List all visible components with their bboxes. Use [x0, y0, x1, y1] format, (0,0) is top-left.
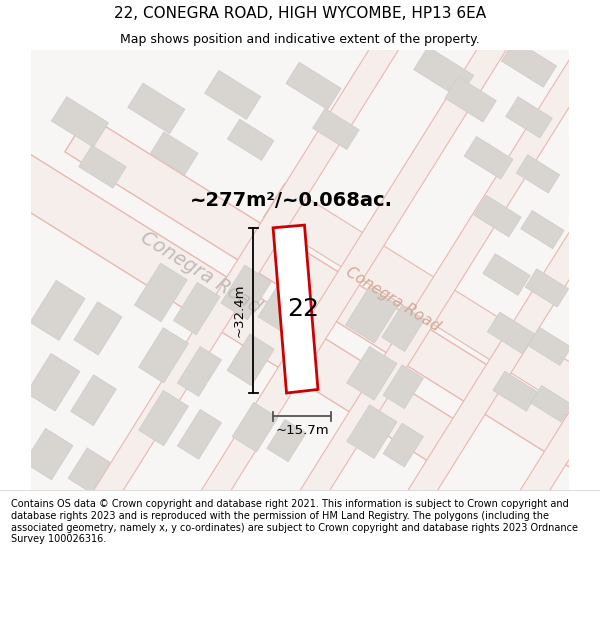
Text: Conegra Road: Conegra Road — [137, 228, 264, 318]
Polygon shape — [273, 225, 318, 393]
Polygon shape — [173, 282, 220, 335]
Polygon shape — [79, 146, 126, 188]
Polygon shape — [383, 423, 424, 467]
Text: Conegra Road: Conegra Road — [343, 264, 443, 334]
Polygon shape — [178, 346, 221, 396]
Polygon shape — [178, 409, 221, 459]
Polygon shape — [516, 155, 560, 193]
Polygon shape — [382, 305, 425, 351]
Text: ~32.4m: ~32.4m — [232, 284, 245, 337]
Polygon shape — [52, 97, 109, 147]
Text: 22, CONEGRA ROAD, HIGH WYCOMBE, HP13 6EA: 22, CONEGRA ROAD, HIGH WYCOMBE, HP13 6EA — [114, 6, 486, 21]
Polygon shape — [151, 132, 198, 174]
Polygon shape — [313, 108, 359, 149]
Polygon shape — [347, 346, 397, 400]
Text: 22: 22 — [287, 297, 319, 321]
Polygon shape — [24, 428, 73, 480]
Polygon shape — [506, 97, 552, 138]
Polygon shape — [263, 184, 600, 599]
Text: ~277m²/~0.068ac.: ~277m²/~0.068ac. — [190, 191, 392, 211]
Polygon shape — [65, 115, 600, 532]
Polygon shape — [251, 0, 600, 581]
Polygon shape — [45, 0, 447, 581]
Polygon shape — [205, 71, 261, 119]
Polygon shape — [413, 47, 473, 98]
Polygon shape — [445, 77, 496, 122]
Polygon shape — [346, 287, 398, 343]
Polygon shape — [71, 375, 116, 426]
Polygon shape — [221, 265, 271, 320]
Polygon shape — [128, 83, 185, 134]
Polygon shape — [521, 211, 564, 249]
Polygon shape — [359, 0, 600, 581]
Polygon shape — [464, 136, 513, 179]
Polygon shape — [493, 371, 538, 411]
Polygon shape — [575, 0, 600, 581]
Polygon shape — [139, 328, 188, 383]
Polygon shape — [26, 353, 80, 411]
Polygon shape — [474, 195, 521, 237]
Polygon shape — [139, 391, 188, 446]
Text: Map shows position and indicative extent of the property.: Map shows position and indicative extent… — [120, 34, 480, 46]
Text: Contains OS data © Crown copyright and database right 2021. This information is : Contains OS data © Crown copyright and d… — [11, 499, 578, 544]
Polygon shape — [68, 448, 110, 493]
Polygon shape — [0, 45, 465, 468]
Polygon shape — [30, 281, 85, 341]
Polygon shape — [528, 328, 571, 366]
Polygon shape — [531, 386, 572, 422]
Polygon shape — [383, 365, 424, 409]
Polygon shape — [347, 405, 397, 459]
Text: ~15.7m: ~15.7m — [275, 424, 329, 438]
Polygon shape — [258, 282, 302, 331]
Polygon shape — [483, 254, 530, 296]
Polygon shape — [227, 334, 274, 386]
Polygon shape — [487, 312, 535, 354]
Polygon shape — [232, 402, 278, 452]
Polygon shape — [153, 0, 555, 581]
Polygon shape — [286, 62, 341, 109]
Polygon shape — [74, 302, 122, 355]
Polygon shape — [525, 269, 569, 307]
Polygon shape — [472, 0, 600, 581]
Polygon shape — [227, 119, 274, 161]
Polygon shape — [502, 40, 557, 88]
Polygon shape — [134, 263, 187, 322]
Polygon shape — [267, 419, 306, 462]
